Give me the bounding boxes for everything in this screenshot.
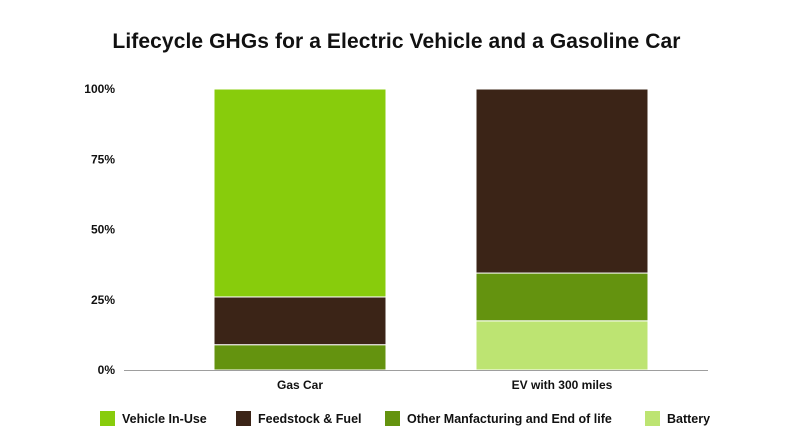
bar-segment-feedstock-fuel bbox=[475, 88, 649, 274]
bar-segment-feedstock-fuel bbox=[213, 296, 387, 346]
bar-segment-vehicle-in-use bbox=[213, 88, 387, 298]
legend-label-other-manfacturing-and-end-of-life: Other Manfacturing and End of life bbox=[407, 412, 612, 426]
bars bbox=[213, 88, 649, 371]
y-axis: 0% 25% 50% 75% 100% bbox=[84, 82, 115, 377]
y-tick-label: 100% bbox=[84, 82, 115, 96]
legend-swatch-vehicle-in-use bbox=[100, 411, 115, 426]
y-tick-label: 0% bbox=[98, 363, 116, 377]
y-tick-label: 25% bbox=[91, 293, 115, 307]
x-axis: Gas Car EV with 300 miles bbox=[277, 378, 613, 392]
legend-label-battery: Battery bbox=[667, 412, 710, 426]
y-tick-label: 75% bbox=[91, 152, 115, 166]
bar-segment-other-manfacturing-and-end-of-life bbox=[213, 344, 387, 371]
legend-label-feedstock-fuel: Feedstock & Fuel bbox=[258, 412, 362, 426]
legend-label-vehicle-in-use: Vehicle In-Use bbox=[122, 412, 207, 426]
bar-segment-other-manfacturing-and-end-of-life bbox=[475, 272, 649, 322]
bar-segment-battery bbox=[475, 320, 649, 371]
y-tick-label: 50% bbox=[91, 223, 115, 237]
legend-swatch-battery bbox=[645, 411, 660, 426]
chart-title: Lifecycle GHGs for a Electric Vehicle an… bbox=[112, 30, 681, 53]
x-tick-label: EV with 300 miles bbox=[512, 378, 613, 392]
legend-swatch-other-manfacturing-and-end-of-life bbox=[385, 411, 400, 426]
legend: Vehicle In-Use Feedstock & Fuel Other Manf… bbox=[100, 411, 710, 426]
x-tick-label: Gas Car bbox=[277, 378, 323, 392]
legend-swatch-feedstock-fuel bbox=[236, 411, 251, 426]
